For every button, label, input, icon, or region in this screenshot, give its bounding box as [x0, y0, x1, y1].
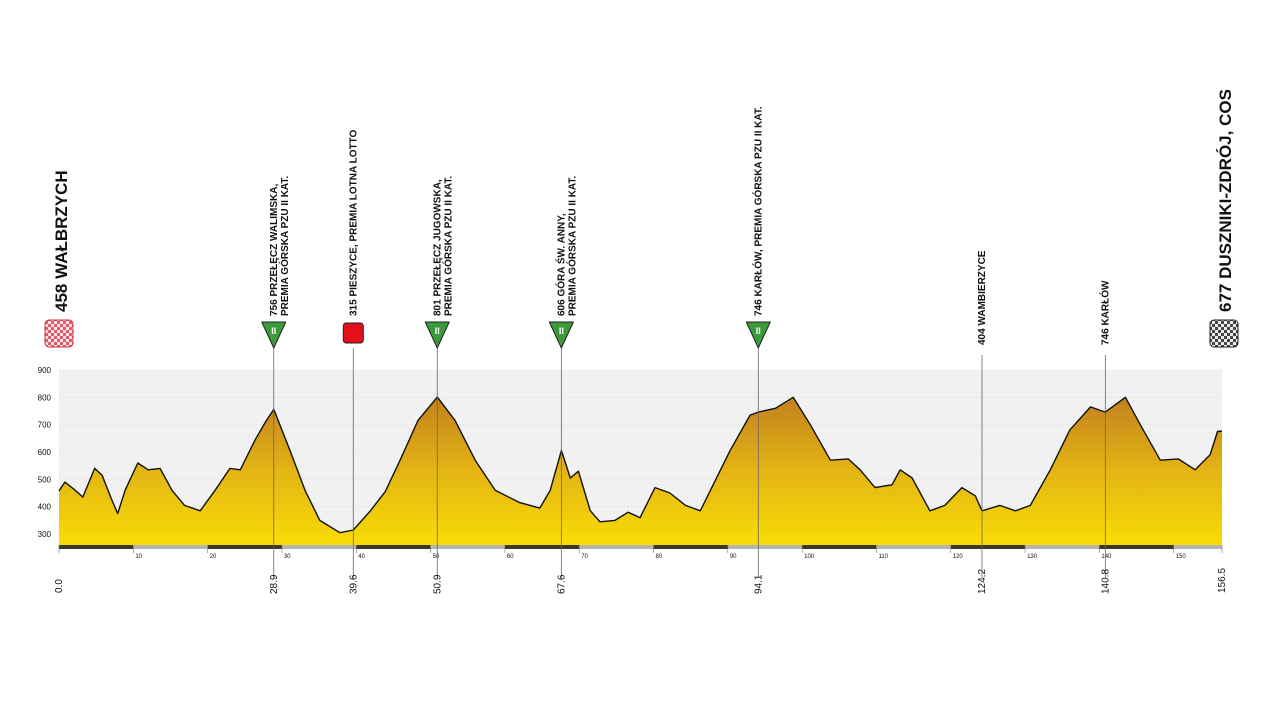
x-tick-label: 120 — [953, 554, 964, 560]
x-tick-label: 150 — [1176, 554, 1187, 560]
climb-category: II — [435, 326, 440, 336]
x-tick-label: 70 — [581, 554, 588, 560]
distance-bar — [133, 545, 208, 549]
marker-label: 315 PIESZYCE, PREMIA LOTNA LOTTO — [348, 129, 359, 316]
climb-category: II — [756, 326, 761, 336]
distance-bar — [727, 545, 803, 549]
climb-icon — [261, 321, 287, 349]
distance-bar — [1025, 545, 1100, 549]
marker-km: 67.6 — [556, 574, 567, 594]
x-tick-label: 30 — [284, 554, 291, 560]
start-icon — [44, 319, 74, 348]
marker-label: 801 PRZEŁĘCZ JUGOWSKA, — [432, 179, 443, 316]
distance-bar — [1173, 545, 1222, 549]
sprint-icon — [342, 322, 364, 344]
marker-km: 39.6 — [348, 574, 359, 594]
y-tick-label: 500 — [38, 475, 52, 484]
x-tick-label: 50 — [433, 554, 440, 560]
finish-icon — [1209, 319, 1239, 348]
y-tick-label: 400 — [38, 503, 52, 512]
distance-bar — [430, 545, 505, 549]
marker-label: PREMIA GÓRSKA PZU II KAT. — [278, 176, 291, 316]
distance-bar — [356, 545, 431, 549]
x-tick-label: 80 — [656, 554, 663, 560]
marker-label: 606 GÓRA ŚW. ANNY, — [554, 213, 567, 316]
x-tick-label: 90 — [730, 554, 737, 560]
y-tick-label: 300 — [38, 530, 52, 539]
distance-bar — [876, 545, 951, 549]
marker-label: PREMIA GÓRSKA PZU II KAT. — [441, 176, 454, 316]
marker-label: 746 KARŁÓW, PREMIA GÓRSKA PZU II KAT. — [751, 106, 764, 316]
y-tick-label: 600 — [38, 448, 52, 457]
marker-km: 50.9 — [432, 574, 443, 594]
x-tick-label: 20 — [210, 554, 217, 560]
climb-category: II — [271, 326, 276, 336]
marker-label: 746 KARŁÓW — [1098, 280, 1111, 345]
climb-icon — [745, 321, 771, 349]
marker-km: 28.9 — [269, 574, 280, 594]
distance-bar — [1099, 545, 1174, 549]
x-tick-label: 130 — [1027, 554, 1038, 560]
y-tick-label: 900 — [38, 366, 52, 375]
x-tick-label: 0.0 — [54, 579, 65, 593]
marker-km: 140.8 — [1100, 569, 1111, 594]
start-label: 458 WAŁBRZYCH — [52, 170, 71, 312]
marker-label: 756 PRZEŁĘCZ WALIMSKA, — [269, 184, 280, 316]
distance-bar — [281, 545, 357, 549]
distance-bar — [207, 545, 282, 549]
elevation-line — [58, 396, 1223, 534]
x-tick-label: 140 — [1101, 554, 1112, 560]
climb-category: II — [559, 326, 564, 336]
marker-label: PREMIA GÓRSKA PZU II KAT. — [565, 176, 578, 316]
marker-km: 94.1 — [753, 574, 764, 594]
x-tick-label: 40 — [358, 554, 365, 560]
x-tick-label: 110 — [878, 554, 888, 560]
distance-bar — [653, 545, 728, 549]
distance-bar — [802, 545, 877, 549]
distance-bar — [504, 545, 580, 549]
x-tick-label: 156.5 — [1217, 568, 1228, 593]
distance-bar — [59, 545, 134, 549]
distance-bar — [579, 545, 654, 549]
x-tick-label: 10 — [135, 554, 142, 560]
marker-label: 404 WAMBIERZYCE — [977, 250, 988, 345]
x-tick-label: 100 — [804, 554, 815, 560]
y-tick-label: 800 — [38, 393, 52, 402]
finish-label: 677 DUSZNIKI-ZDRÓJ, COS — [1216, 89, 1235, 312]
climb-icon — [424, 321, 450, 349]
climb-icon — [548, 321, 574, 349]
marker-km: 124.2 — [977, 569, 988, 594]
y-tick-label: 700 — [38, 421, 52, 430]
distance-bar — [950, 545, 1026, 549]
x-tick-label: 60 — [507, 554, 514, 560]
